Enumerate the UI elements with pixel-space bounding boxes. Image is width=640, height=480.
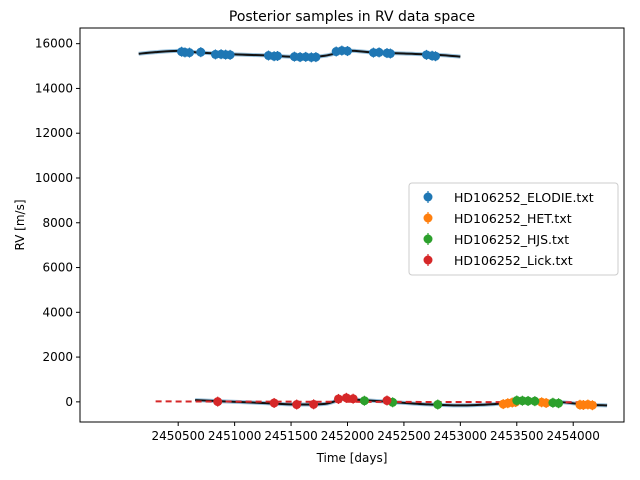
plot-frame [79, 27, 625, 423]
data-point [431, 51, 441, 61]
y-tick-label: 10000 [35, 171, 73, 185]
legend-entry: HD106252_ELODIE.txt [454, 190, 594, 205]
data-point [311, 52, 321, 62]
x-tick-label: 2450500 [151, 429, 204, 443]
series-3 [213, 392, 392, 410]
legend-marker [423, 255, 433, 265]
data-series [177, 45, 597, 411]
legend-marker [423, 192, 433, 202]
x-tick-label: 2451500 [264, 429, 317, 443]
data-point [184, 48, 194, 58]
x-tick-label: 2451000 [208, 429, 261, 443]
data-point [359, 396, 369, 406]
data-point [541, 398, 551, 408]
y-tick-label: 14000 [35, 81, 73, 95]
data-point [342, 46, 352, 56]
data-point [530, 396, 540, 406]
x-tick-label: 2453500 [490, 429, 543, 443]
data-point [333, 394, 343, 404]
y-axis-label: RV [m/s] [13, 199, 27, 250]
y-tick-label: 2000 [42, 350, 73, 364]
data-point [213, 397, 223, 407]
chart-title: Posterior samples in RV data space [229, 9, 475, 25]
y-tick-label: 4000 [42, 305, 73, 319]
data-point [341, 393, 351, 403]
data-point [309, 399, 319, 409]
series-0 [177, 45, 441, 63]
x-tick-label: 2453000 [434, 429, 487, 443]
data-point [587, 400, 597, 410]
legend-marker [423, 234, 433, 244]
legend-entry: HD106252_HET.txt [454, 211, 572, 226]
data-point [382, 396, 392, 406]
x-tick-label: 2454000 [546, 429, 599, 443]
legend-marker [423, 213, 433, 223]
data-point [196, 47, 206, 57]
data-point [348, 394, 358, 404]
y-tick-label: 16000 [35, 37, 73, 51]
y-tick-label: 12000 [35, 126, 73, 140]
x-axis-label: Time [days] [316, 451, 388, 465]
data-point [292, 400, 302, 410]
data-point [273, 51, 283, 61]
legend: HD106252_ELODIE.txt HD106252_HET.txt HD106… [408, 182, 619, 276]
legend-entry: HD106252_HJS.txt [454, 232, 569, 247]
data-point [523, 396, 533, 406]
y-tick-label: 8000 [42, 216, 73, 230]
legend-box [408, 182, 619, 276]
data-point [433, 400, 443, 410]
data-point [554, 398, 564, 408]
offset-dashed-line [155, 400, 596, 404]
legend-entry: HD106252_Lick.txt [454, 253, 573, 268]
x-tick-label: 2452500 [377, 429, 430, 443]
data-point [225, 50, 235, 60]
y-tick-label: 0 [65, 395, 73, 409]
series-2 [359, 395, 564, 410]
y-tick-label: 6000 [42, 261, 73, 275]
data-point [385, 49, 395, 59]
x-axis-ticks: 2450500 2451000 2451500 2452000 2452500 24530… [151, 422, 600, 443]
data-point [374, 47, 384, 57]
data-point [269, 398, 279, 408]
y-axis-ticks: 0 2000 4000 6000 8000 10000 12000 14000 16000 [35, 37, 80, 409]
x-tick-label: 2452000 [321, 429, 374, 443]
